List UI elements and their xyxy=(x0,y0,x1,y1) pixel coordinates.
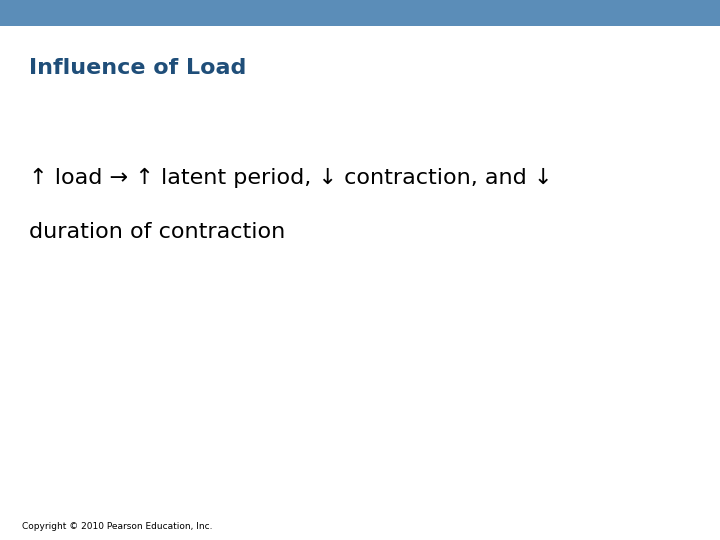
Text: Influence of Load: Influence of Load xyxy=(29,57,246,78)
Text: ↑ load → ↑ latent period, ↓ contraction, and ↓: ↑ load → ↑ latent period, ↓ contraction,… xyxy=(29,168,552,188)
Text: Copyright © 2010 Pearson Education, Inc.: Copyright © 2010 Pearson Education, Inc. xyxy=(22,522,212,531)
Text: duration of contraction: duration of contraction xyxy=(29,222,285,242)
